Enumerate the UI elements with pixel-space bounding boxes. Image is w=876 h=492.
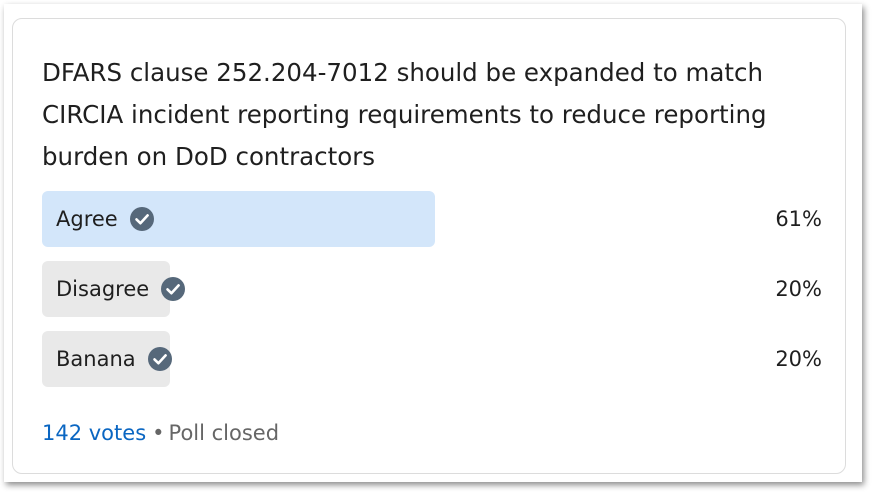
poll-option-banana[interactable]: Banana 20% bbox=[42, 331, 822, 387]
poll-option-percent: 20% bbox=[775, 277, 822, 301]
check-circle-icon bbox=[161, 277, 186, 301]
poll-option-percent: 20% bbox=[775, 347, 822, 371]
poll-card: DFARS clause 252.204-7012 should be expa… bbox=[12, 18, 846, 474]
poll-status: Poll closed bbox=[168, 421, 280, 445]
poll-option-label: Banana bbox=[56, 347, 136, 371]
footer-separator: • bbox=[152, 421, 165, 445]
poll-option-agree[interactable]: Agree 61% bbox=[42, 191, 822, 247]
check-circle-icon bbox=[147, 347, 172, 371]
poll-question: DFARS clause 252.204-7012 should be expa… bbox=[42, 58, 767, 171]
check-circle-icon bbox=[129, 207, 154, 231]
poll-result-bar bbox=[42, 191, 435, 247]
screenshot-frame: DFARS clause 252.204-7012 should be expa… bbox=[4, 4, 862, 482]
poll-result-bar bbox=[42, 261, 170, 317]
poll-option-label-wrap: Disagree bbox=[56, 261, 186, 317]
poll-footer: 142 votes • Poll closed bbox=[42, 418, 279, 448]
poll-option-label: Disagree bbox=[56, 277, 150, 301]
poll-option-label-wrap: Banana bbox=[56, 331, 172, 387]
poll-option-disagree[interactable]: Disagree 20% bbox=[42, 261, 822, 317]
poll-option-label: Agree bbox=[56, 207, 118, 231]
poll-option-label-wrap: Agree bbox=[56, 191, 154, 247]
poll-option-percent: 61% bbox=[775, 207, 822, 231]
votes-count-link[interactable]: 142 votes bbox=[42, 421, 147, 445]
